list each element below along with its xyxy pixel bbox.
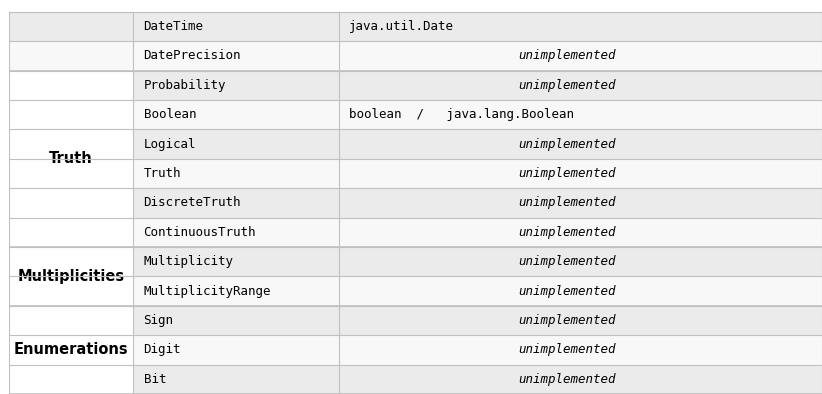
- Bar: [8, 247, 133, 306]
- Text: boolean  /   java.lang.Boolean: boolean / java.lang.Boolean: [349, 108, 575, 121]
- Text: unimplemented: unimplemented: [518, 226, 616, 239]
- Text: Truth: Truth: [144, 167, 181, 180]
- Text: unimplemented: unimplemented: [518, 167, 616, 180]
- Bar: [8, 247, 822, 277]
- Text: unimplemented: unimplemented: [518, 138, 616, 151]
- Bar: [8, 100, 822, 129]
- Bar: [8, 12, 822, 41]
- Text: unimplemented: unimplemented: [518, 255, 616, 268]
- Text: unimplemented: unimplemented: [518, 344, 616, 357]
- Text: unimplemented: unimplemented: [518, 373, 616, 386]
- Bar: [8, 188, 822, 217]
- Text: Logical: Logical: [144, 138, 196, 151]
- Bar: [8, 364, 822, 394]
- Bar: [8, 277, 822, 306]
- Text: Boolean: Boolean: [144, 108, 196, 121]
- Text: Truth: Truth: [49, 151, 93, 166]
- Bar: [8, 129, 822, 159]
- Bar: [8, 71, 822, 100]
- Text: Sign: Sign: [144, 314, 173, 327]
- Bar: [8, 335, 822, 364]
- Text: unimplemented: unimplemented: [518, 284, 616, 297]
- Text: unimplemented: unimplemented: [518, 314, 616, 327]
- Text: Multiplicity: Multiplicity: [144, 255, 233, 268]
- Text: Enumerations: Enumerations: [13, 342, 128, 357]
- Bar: [8, 71, 133, 247]
- Text: unimplemented: unimplemented: [518, 49, 616, 62]
- Text: DiscreteTruth: DiscreteTruth: [144, 197, 241, 209]
- Bar: [8, 306, 822, 335]
- Text: MultiplicityRange: MultiplicityRange: [144, 284, 271, 297]
- Text: Multiplicities: Multiplicities: [17, 269, 124, 284]
- Bar: [8, 159, 822, 188]
- Text: Bit: Bit: [144, 373, 166, 386]
- Text: java.util.Date: java.util.Date: [349, 20, 455, 33]
- Bar: [8, 306, 133, 394]
- Text: DateTime: DateTime: [144, 20, 204, 33]
- Text: unimplemented: unimplemented: [518, 79, 616, 92]
- Bar: [8, 217, 822, 247]
- Text: unimplemented: unimplemented: [518, 197, 616, 209]
- Text: DatePrecision: DatePrecision: [144, 49, 241, 62]
- Bar: [8, 41, 822, 71]
- Text: ContinuousTruth: ContinuousTruth: [144, 226, 256, 239]
- Text: Probability: Probability: [144, 79, 226, 92]
- Text: Digit: Digit: [144, 344, 181, 357]
